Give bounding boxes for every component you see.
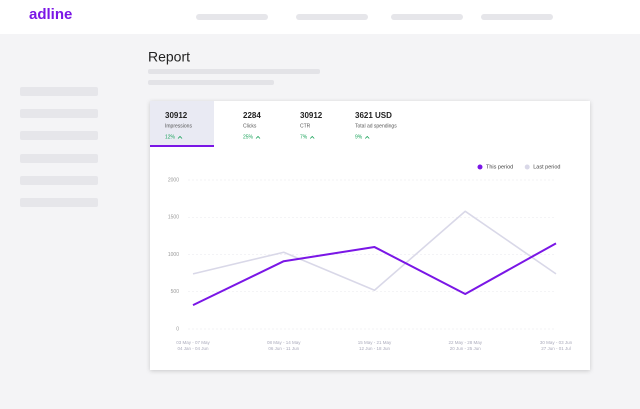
x-tick-label: 15 May - 21 May	[358, 340, 392, 345]
nav-placeholder[interactable]	[391, 14, 463, 20]
side-placeholder[interactable]	[20, 176, 98, 185]
side-placeholder[interactable]	[20, 131, 98, 140]
y-tick-label: 2000	[168, 177, 179, 183]
logo[interactable]: adline	[29, 6, 72, 23]
y-tick-label: 500	[171, 289, 180, 295]
up-caret	[255, 135, 261, 139]
up-caret	[177, 135, 183, 139]
x-tick-label: 27 Jun - 01 Jul	[541, 346, 571, 351]
tab-label[interactable]: Clicks	[243, 123, 257, 129]
x-tick-label: 22 May - 28 May	[448, 340, 482, 345]
text-placeholder	[148, 69, 320, 74]
x-tick-label: 12 Jun - 18 Jun	[359, 346, 391, 351]
y-tick-label: 1000	[168, 252, 179, 258]
tab-label[interactable]: Total ad spendings	[355, 123, 397, 129]
tab-change[interactable]: 7%	[300, 134, 308, 140]
nav-placeholder[interactable]	[196, 14, 268, 20]
x-tick-label: 20 Jun - 25 Jun	[450, 346, 482, 351]
tab-value[interactable]: 3621 USD	[355, 111, 392, 120]
line	[192, 242, 557, 307]
legend-dot[interactable]	[524, 164, 530, 170]
tab-change[interactable]: 12%	[165, 134, 176, 140]
tab-change[interactable]: 25%	[243, 134, 254, 140]
card	[150, 101, 590, 370]
y-tick-label: 0	[176, 326, 179, 332]
side-placeholder[interactable]	[20, 109, 98, 118]
side-placeholder[interactable]	[20, 87, 98, 96]
page-title: Report	[148, 49, 190, 65]
up-caret	[309, 135, 315, 139]
x-tick-label: 03 May - 07 May	[176, 340, 210, 345]
line	[192, 210, 557, 292]
x-tick-label: 30 May - 03 Jun	[540, 340, 573, 345]
legend-dot[interactable]	[477, 164, 483, 170]
text-placeholder	[148, 80, 274, 85]
legend-label[interactable]: Last period	[533, 164, 560, 170]
nav-placeholder[interactable]	[481, 14, 553, 20]
tab-value[interactable]: 30912	[300, 111, 323, 120]
tab-label[interactable]: Impressions	[165, 123, 192, 129]
up-caret	[364, 135, 370, 139]
y-tick-label: 1500	[168, 215, 179, 221]
nav-placeholder[interactable]	[296, 14, 368, 20]
tab-change[interactable]: 9%	[355, 134, 363, 140]
tab-underline	[150, 145, 214, 147]
x-tick-label: 08 May - 14 May	[267, 340, 301, 345]
tab-value[interactable]: 2284	[243, 111, 261, 120]
x-tick-label: 04 Jan - 04 Jun	[177, 346, 209, 351]
tab-label[interactable]: CTR	[300, 123, 311, 129]
side-placeholder[interactable]	[20, 198, 98, 207]
legend-label[interactable]: This period	[486, 164, 513, 170]
x-tick-label: 06 Jun - 11 Jun	[268, 346, 299, 351]
tab-value[interactable]: 30912	[165, 111, 188, 120]
side-placeholder[interactable]	[20, 154, 98, 163]
